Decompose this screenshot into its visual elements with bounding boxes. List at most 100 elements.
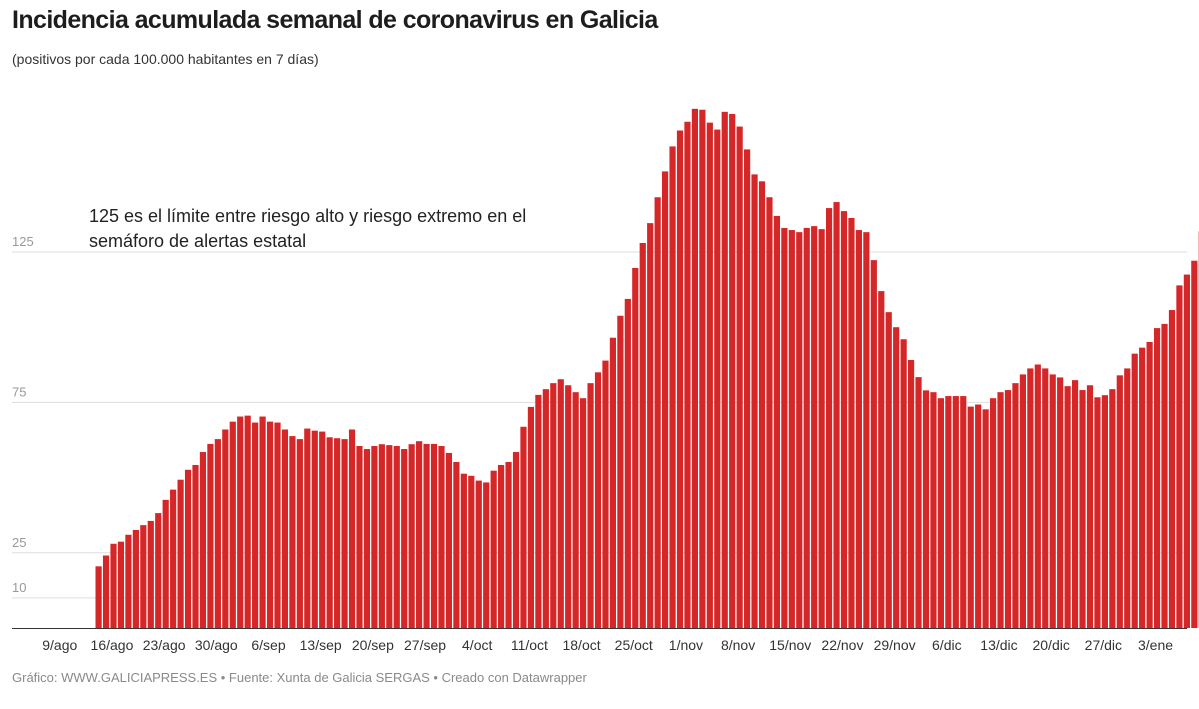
bar: [483, 482, 490, 628]
bar: [520, 426, 527, 628]
bar: [1153, 328, 1161, 628]
bar: [207, 443, 214, 628]
bar: [1146, 341, 1153, 628]
bar: [1064, 386, 1071, 628]
y-tick-label: 25: [12, 535, 26, 550]
bar: [714, 129, 721, 628]
bar: [1191, 260, 1198, 628]
x-tick-label: 16/ago: [91, 637, 134, 653]
bar: [587, 383, 594, 628]
bar: [266, 421, 274, 628]
bar: [736, 126, 743, 628]
x-tick-label: 20/sep: [352, 637, 394, 653]
bar: [915, 377, 922, 628]
bar: [639, 242, 646, 628]
bar: [542, 389, 549, 628]
bar: [758, 181, 766, 628]
bar: [1176, 285, 1183, 628]
x-tick-labels: 9/ago 16/ago 23/ago 30/ago 6/sep 13/sep 20/sep…: [42, 637, 1173, 653]
bar: [393, 446, 400, 628]
footer-source: • Fuente: Xunta de Galicia SERGAS • Crea…: [217, 670, 587, 685]
bar: [274, 422, 281, 628]
bar: [1109, 389, 1116, 628]
bar: [229, 421, 236, 628]
bar: [662, 171, 669, 628]
bar: [811, 226, 818, 628]
bar: [259, 416, 266, 628]
bar: [475, 480, 482, 628]
bar: [95, 566, 102, 628]
bar: [326, 437, 333, 628]
bar: [1071, 380, 1079, 628]
bar: [684, 121, 691, 628]
bar: [490, 470, 497, 628]
bar: [937, 398, 945, 628]
bar: [177, 479, 184, 628]
bar: [222, 429, 229, 628]
annotation-line-2: semáforo de alertas estatal: [89, 231, 306, 251]
bar: [706, 122, 713, 628]
bar: [751, 174, 758, 628]
bar: [319, 431, 326, 628]
bar: [252, 422, 259, 628]
bar: [647, 223, 654, 628]
bar: [237, 416, 244, 628]
x-tick-label: 3/ene: [1138, 637, 1173, 653]
footer: Gráfico: WWW.GALICIAPRESS.ES • Fuente: X…: [12, 670, 587, 685]
source-link[interactable]: WWW.GALICIAPRESS.ES: [61, 670, 218, 685]
bar: [438, 446, 445, 628]
bar: [498, 464, 505, 628]
bar: [617, 315, 624, 628]
bar: [743, 149, 751, 629]
bar: [155, 513, 162, 628]
bar: [386, 445, 393, 628]
bar: [1012, 383, 1019, 628]
bar: [967, 406, 974, 628]
x-tick-label: 27/dic: [1085, 637, 1122, 653]
bar: [624, 298, 631, 628]
bar: [1116, 375, 1123, 628]
chart-subtitle: (positivos por cada 100.000 habitantes e…: [12, 51, 319, 67]
bar: [416, 441, 423, 628]
bar: [453, 461, 460, 628]
bar: [512, 452, 520, 628]
bar: [1042, 368, 1049, 628]
bar: [796, 232, 803, 628]
x-tick-label: 27/sep: [404, 637, 446, 653]
x-tick-label: 6/sep: [251, 637, 285, 653]
bar: [907, 359, 915, 628]
bar: [199, 452, 207, 628]
bar: [341, 439, 348, 628]
bar: [527, 406, 535, 628]
bar: [602, 360, 609, 628]
bar: [535, 394, 542, 628]
y-tick-label: 75: [12, 384, 26, 399]
bar: [363, 449, 371, 628]
bar: [1139, 347, 1146, 628]
bar: [117, 541, 125, 628]
bar: [989, 398, 997, 628]
bar: [468, 475, 475, 628]
bar: [296, 439, 303, 628]
x-tick-label: 20/dic: [1032, 637, 1069, 653]
bar: [125, 534, 132, 628]
bar: [572, 392, 579, 628]
bar: [192, 464, 199, 628]
bar: [334, 438, 341, 628]
chart-title: Incidencia acumulada semanal de coronavi…: [12, 6, 658, 34]
bar: [825, 208, 833, 629]
bar: [281, 429, 289, 628]
bar: [893, 327, 900, 628]
bar: [952, 396, 959, 628]
bar: [945, 396, 952, 628]
bar: [311, 430, 318, 628]
bar: [356, 446, 363, 628]
bar: [505, 461, 512, 628]
bar: [930, 392, 937, 628]
bars: [95, 108, 1199, 629]
bar: [848, 218, 855, 629]
bar: [371, 446, 378, 628]
bar: [557, 379, 564, 628]
y-tick-label: 10: [12, 580, 26, 595]
